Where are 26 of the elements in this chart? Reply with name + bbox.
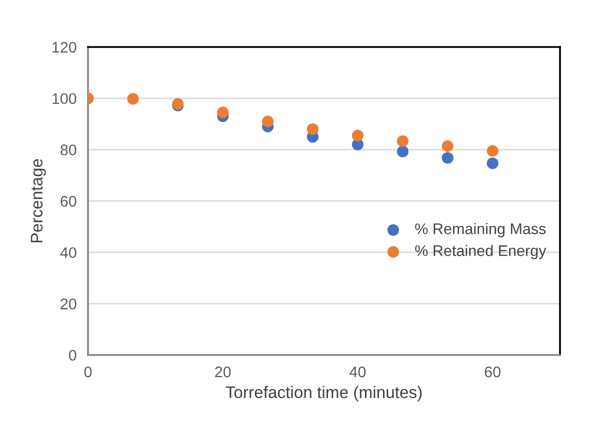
x-tick-label: 60 — [484, 366, 500, 378]
point — [217, 106, 229, 118]
y-axis-title: Percentage — [30, 159, 46, 242]
point — [396, 146, 408, 158]
point — [352, 130, 364, 142]
x-tick-label: 20 — [215, 366, 231, 378]
point — [306, 123, 319, 135]
point — [486, 145, 498, 157]
y-tick-label: 120 — [52, 42, 76, 53]
y-tick-label: 80 — [60, 144, 76, 156]
x-tick-label: 0 — [84, 366, 92, 378]
y-tick-label: 60 — [60, 196, 76, 207]
legend-label: % Retained Energy — [415, 244, 546, 260]
y-tick-label: 100 — [52, 93, 76, 104]
point — [127, 93, 139, 105]
legend-label: % Remaining Mass — [415, 222, 546, 238]
x-axis-title: Torrefaction time (minutes) — [226, 386, 422, 402]
x-tick-label: 40 — [350, 366, 366, 378]
point — [442, 140, 454, 152]
point — [486, 157, 498, 170]
y-tick-label: 20 — [60, 298, 76, 310]
point — [396, 135, 408, 148]
y-tick-label: 40 — [60, 247, 76, 258]
point — [442, 152, 454, 164]
point — [262, 116, 274, 128]
y-tick-label: 0 — [68, 350, 76, 361]
